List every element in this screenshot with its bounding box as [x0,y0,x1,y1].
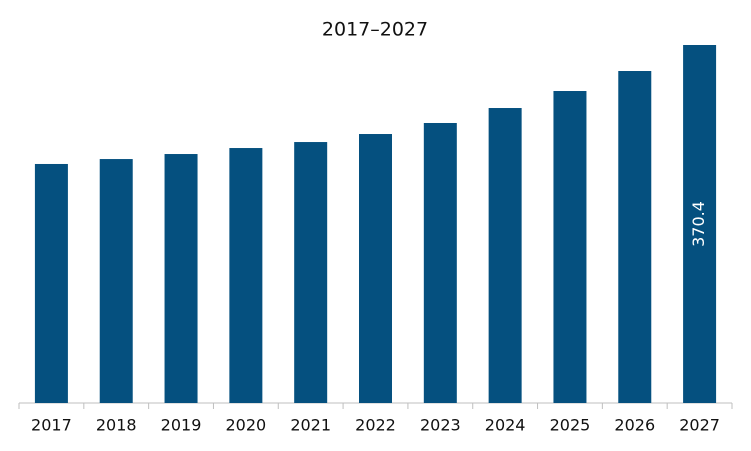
bar [423,122,457,403]
x-tick-label: 2020 [226,416,267,435]
value-label: 370.4 [689,201,708,247]
bar [488,108,522,404]
bar [553,91,587,404]
bar [618,70,652,404]
x-tick-label: 2025 [550,416,591,435]
x-tick-label: 2017 [31,416,72,435]
x-tick-label: 2019 [161,416,202,435]
x-tick-label: 2024 [485,416,526,435]
bar [359,134,392,404]
bar [229,148,263,403]
x-tick-label: 2018 [96,416,137,435]
x-tick-label: 2021 [290,416,331,435]
chart-title: 2017–2027 [322,19,428,41]
bar [99,159,133,403]
x-tick-label: 2022 [355,416,396,435]
bar [34,163,68,403]
x-tick-label: 2023 [420,416,461,435]
x-tick-label: 2027 [679,416,720,435]
bar [683,45,717,403]
bar [164,154,198,403]
x-tick-label: 2026 [614,416,655,435]
bar [294,142,328,403]
